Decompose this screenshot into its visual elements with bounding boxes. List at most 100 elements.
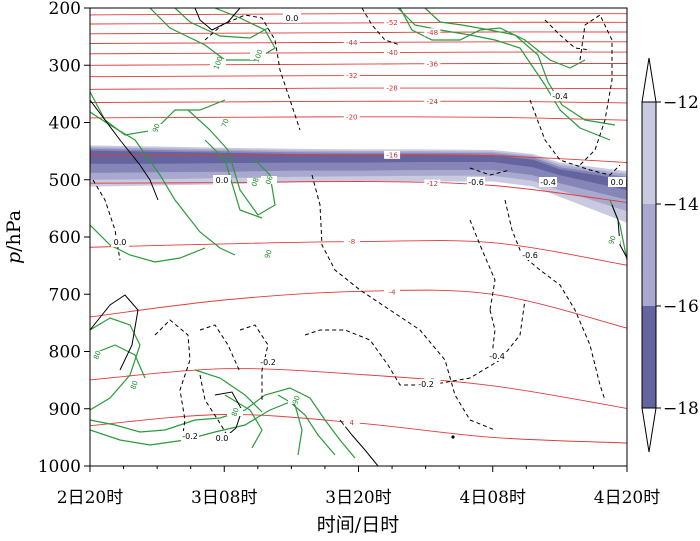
velocity-label: -0.2	[260, 358, 276, 367]
velocity-contour-negative	[469, 167, 511, 176]
humidity-label-bg	[261, 176, 277, 184]
velocity-label-bg	[181, 431, 199, 441]
isotherm-label-bg	[343, 71, 360, 80]
isotherm-label-bg	[343, 237, 360, 246]
isotherm-label: -16	[386, 151, 398, 159]
humidity-contour-line	[90, 344, 146, 379]
isotherm-line	[90, 100, 627, 104]
y-axis: 200 300 400 500 600 700 800 900 1000	[38, 0, 90, 477]
isotherm-label: -32	[346, 72, 357, 80]
velocity-contour-negative	[469, 219, 496, 311]
velocity-contour-negative	[579, 14, 613, 166]
velocity-label: -0.2	[182, 432, 198, 441]
humidity-contour-line	[90, 111, 236, 256]
humidity-contour-line	[397, 8, 611, 141]
velocity-label: -0.6	[468, 178, 484, 187]
velocity-label-bg	[259, 357, 277, 367]
isotherm-line	[90, 154, 627, 163]
velocity-label: -0.4	[489, 352, 505, 361]
humidity-label: 80	[129, 380, 140, 391]
humidity-label: 90	[263, 249, 274, 260]
humidity-label: 90	[151, 123, 162, 134]
humidity-label-bg	[247, 178, 263, 186]
humidity-label: 90	[607, 235, 618, 246]
velocity-contour-negative	[529, 99, 621, 176]
isotherm-label-bg	[384, 288, 401, 297]
y-tick-label: 700	[49, 285, 81, 305]
velocity-label: 0.0	[286, 14, 299, 23]
humidity-label-bg	[126, 381, 142, 389]
shaded-band	[90, 145, 627, 223]
velocity-contour-negative	[199, 374, 231, 441]
isotherm-label-bg	[343, 112, 360, 121]
velocity-label: -0.4	[552, 92, 568, 101]
velocity-label-bg	[213, 433, 231, 443]
velocity-contour-negative	[239, 324, 269, 400]
humidity-contour-line	[90, 224, 206, 263]
x-tick-label: 2日20时	[57, 488, 123, 508]
velocity-contour-positive	[90, 294, 139, 371]
humidity-label-bg	[210, 59, 226, 67]
temperature-contours	[90, 13, 627, 444]
y-tick-label: 300	[49, 56, 81, 76]
velocity-label-bg	[467, 177, 485, 187]
humidity-label: 80	[230, 407, 241, 418]
isotherm-label: -36	[427, 60, 439, 68]
x-tick-label: 4日08时	[460, 488, 526, 508]
isotherm-label: -12	[427, 180, 438, 188]
isotherm-label: -24	[427, 98, 439, 106]
y-tick-label: 600	[49, 228, 81, 248]
isotherm-label-bg	[424, 97, 441, 106]
isotherm-label: -28	[386, 85, 397, 93]
colorbar-frame	[641, 101, 657, 409]
humidity-contour-line	[90, 401, 336, 456]
isotherm-line	[90, 63, 627, 66]
y-tick-label: 900	[49, 400, 81, 420]
velocity-label-bg	[488, 351, 506, 361]
colorbar-segment	[642, 204, 656, 306]
y-tick-label: 800	[49, 343, 81, 363]
isotherm-label: -20	[346, 113, 357, 121]
velocity-label-bg	[551, 91, 569, 101]
humidity-contour-line	[204, 139, 263, 219]
isotherm-label-bg	[424, 59, 441, 68]
humidity-label-bg	[148, 124, 164, 132]
velocity-label-bg	[283, 13, 301, 23]
velocity-label: -0.4	[540, 178, 556, 187]
colorbar: −12 −14 −16 −18	[641, 57, 699, 453]
humidity-label: 08	[250, 177, 261, 188]
velocity-contour-negative	[199, 324, 241, 373]
isotherm-label: -8	[348, 238, 355, 246]
colorbar-tick-label: −14	[663, 195, 699, 215]
isotherm-line	[90, 368, 627, 409]
velocity-contour-negative	[489, 309, 496, 356]
humidity-label: 90	[291, 395, 302, 406]
band-level-18	[90, 150, 627, 191]
isotherm-label: 4	[350, 419, 355, 427]
contour-labels: -52-48-44-40-36-32-28-24-20-16-12-8-4041…	[90, 13, 626, 443]
humidity-label: 80	[92, 350, 103, 361]
velocity-contour-positive	[339, 419, 379, 466]
isotherm-label: -40	[386, 49, 397, 57]
velocity-label: -0.6	[522, 251, 538, 260]
y-tick-label: 200	[49, 0, 81, 19]
y-tick-label: 400	[49, 114, 81, 134]
colorbar-tick-label: −12	[663, 93, 699, 113]
isotherm-label-bg	[384, 150, 401, 159]
velocity-contour-negative	[154, 319, 191, 441]
isotherm-label: -44	[346, 39, 358, 47]
humidity-contour-line	[277, 394, 303, 456]
y-tick-label: 1000	[38, 457, 81, 477]
humidity-label: 06	[264, 174, 275, 186]
isotherm-label: -52	[386, 19, 397, 27]
velocity-label-bg	[213, 175, 231, 185]
plot-area: -52-48-44-40-36-32-28-24-20-16-12-8-4041…	[90, 8, 627, 466]
humidity-contour-line	[90, 317, 141, 411]
isotherm-label-bg	[424, 179, 441, 188]
colorbar-segment	[642, 102, 656, 204]
humidity-label-bg	[227, 408, 243, 416]
isotherm-line	[90, 180, 627, 203]
humidity-contour-line	[90, 387, 356, 459]
